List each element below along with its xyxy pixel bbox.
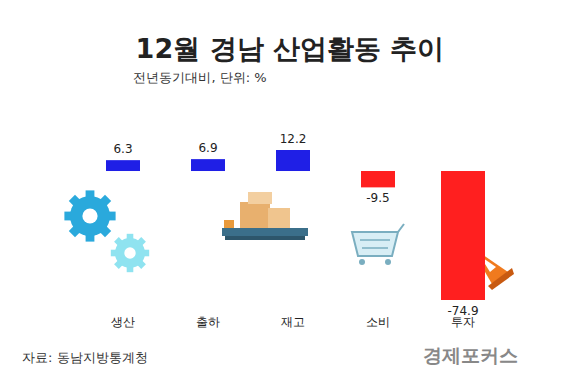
basket	[352, 232, 398, 256]
bars	[106, 150, 485, 300]
gear-icon	[64, 190, 115, 241]
basket-wheel	[385, 259, 391, 265]
bar	[106, 160, 140, 171]
data-label: 12.2	[280, 132, 307, 146]
pallet	[225, 236, 305, 240]
basket-lines	[360, 240, 390, 248]
data-label: 6.9	[198, 141, 217, 155]
gear-body	[70, 196, 110, 236]
bar	[441, 171, 485, 300]
category-label: 생산	[111, 315, 135, 329]
cone-base	[488, 268, 514, 290]
data-label: 6.3	[113, 142, 132, 156]
gear-body	[115, 238, 145, 268]
bar	[191, 159, 225, 171]
title: 12월 경남 산업활동 추이	[136, 33, 445, 64]
bar	[361, 171, 395, 187]
watermark: 경제포커스	[423, 344, 518, 366]
box	[268, 208, 290, 228]
basket-wheel	[359, 259, 365, 265]
pallet	[222, 228, 308, 236]
gear-hole	[124, 247, 135, 258]
box	[224, 220, 234, 228]
category-label: 투자	[451, 315, 475, 329]
background	[0, 0, 580, 379]
gear-hole	[82, 208, 97, 223]
category-label: 재고	[281, 315, 305, 329]
category-label: 소비	[366, 315, 390, 329]
subtitle: 전년동기대비, 단위: %	[133, 70, 266, 85]
gear-icon	[111, 234, 149, 272]
box	[240, 202, 270, 228]
category-label: 출하	[196, 315, 220, 329]
basket-handle	[398, 224, 404, 232]
box	[248, 192, 272, 204]
chart: 12월 경남 산업활동 추이전년동기대비, 단위: % 6.3 생산 6.9 출하 12.…	[0, 0, 580, 379]
labels: 6.3생산6.9출하12.2재고-9.5소비-74.9투자	[111, 132, 479, 329]
source: 자료: 동남지방통계청	[22, 350, 148, 365]
bar	[276, 150, 310, 171]
data-label: -9.5	[366, 191, 389, 205]
